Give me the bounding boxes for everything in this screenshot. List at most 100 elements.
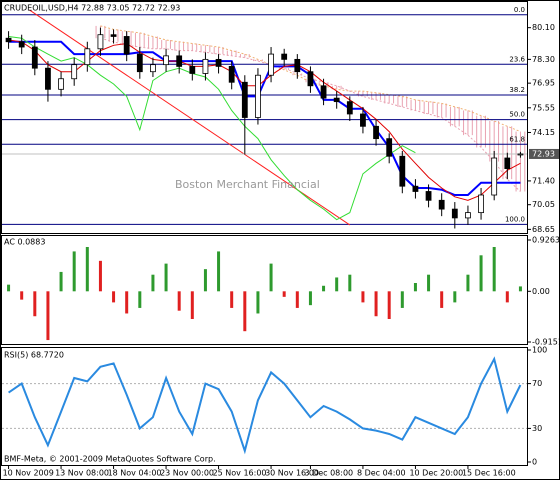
candle-body	[31, 46, 38, 69]
ac-bar	[151, 274, 155, 292]
ac-bar	[138, 291, 142, 308]
x-tick-label: 3 Dec 08:00	[304, 469, 353, 478]
candle-body	[241, 81, 248, 118]
ac-bar	[518, 286, 522, 292]
candle-body	[255, 74, 261, 118]
y-tick-label: 71.40	[532, 176, 555, 185]
candle-body	[5, 37, 12, 43]
candle-body	[360, 113, 366, 127]
ac-bar	[59, 271, 63, 292]
candle-body	[176, 55, 183, 67]
ac-bar	[308, 291, 312, 306]
fib-label: 100.0	[505, 215, 525, 223]
candle-body	[491, 157, 498, 196]
ac-bar	[190, 291, 194, 320]
y-tick-label: 75.55	[532, 103, 555, 112]
ac-bar	[72, 251, 76, 292]
candle-body	[189, 66, 196, 74]
candle-body	[45, 67, 51, 90]
fib-label: 38.2	[509, 86, 525, 94]
chart-title: CRUDEOIL,USD,H4 72.88 73.05 72.72 72.93	[4, 4, 180, 13]
ac-bar	[46, 291, 50, 341]
fib-label: 0.0	[514, 6, 525, 14]
x-tick-label: 15 Dec 16:00	[462, 469, 516, 478]
ac-bar	[243, 291, 247, 332]
indicator-line	[8, 40, 521, 196]
ac-bar	[295, 291, 299, 308]
candle-body	[202, 58, 209, 74]
candle-body	[150, 64, 156, 73]
rsi-panel	[1, 347, 528, 466]
fib-label: 61.8	[509, 135, 525, 143]
x-tick-label: 13 Nov 08:00	[55, 469, 109, 478]
ac-bar	[230, 291, 234, 308]
indicator-line	[8, 36, 416, 221]
candle-body	[504, 157, 511, 169]
ac-bar	[413, 283, 417, 292]
ac-bar	[112, 291, 116, 303]
ac-bar	[98, 260, 102, 292]
candle-body	[412, 185, 419, 192]
y-tick-label: 0.00	[532, 287, 550, 296]
candle-body	[163, 55, 169, 66]
candle-body	[58, 78, 64, 90]
y-tick-label: 68.65	[532, 225, 555, 234]
candle-body	[294, 58, 301, 73]
candle-body	[97, 34, 104, 50]
candle-body	[268, 53, 274, 76]
candle-body	[110, 34, 117, 37]
ac-bar	[335, 277, 339, 292]
ac-bar	[479, 255, 483, 292]
y-tick-label: 74.15	[532, 128, 555, 137]
candle-body	[399, 155, 406, 187]
ac-bar	[85, 246, 89, 292]
candle-body	[333, 97, 340, 103]
rsi-plot	[2, 356, 527, 455]
candle-body	[307, 71, 314, 87]
candle-body	[71, 64, 78, 80]
ac-bar	[427, 274, 431, 292]
x-tick-label: 18 Nov 04:00	[108, 469, 162, 478]
main-panel	[1, 1, 528, 234]
y-tick-label: 80.10	[532, 23, 555, 32]
y-tick-label: 78.30	[532, 55, 555, 64]
candle-body	[123, 36, 130, 55]
ac-bar	[466, 274, 470, 292]
y-tick-label: 70.05	[532, 200, 555, 209]
ac-bar	[282, 291, 286, 297]
x-tick-label: 30 Nov 16:00	[265, 469, 319, 478]
candle-body	[228, 66, 235, 83]
candle-body	[373, 125, 379, 140]
indicator-line	[8, 39, 521, 201]
copyright: BMF-Meta, © 2001-2009 MetaQuotes Softwar…	[4, 455, 216, 464]
rsi-title: RSI(5) 68.7720	[4, 351, 64, 360]
ac-bar	[256, 291, 260, 314]
y-tick-label: -0.9151	[532, 338, 560, 347]
ac-panel	[1, 235, 528, 345]
ac-bar	[322, 285, 326, 292]
ac-bar	[164, 263, 168, 292]
candle-body	[320, 85, 327, 99]
x-tick-label: 25 Nov 16:00	[213, 469, 267, 478]
ac-plot	[7, 246, 522, 341]
y-tick-label: 70	[532, 379, 542, 388]
cloud-span-a	[100, 25, 521, 133]
y-tick-label: 0	[532, 458, 537, 467]
x-tick-label: 8 Dec 04:00	[357, 469, 406, 478]
main-plot: 0.0 23.6 38.2 50.0 61.8 100.0	[2, 6, 527, 229]
y-tick-label: 0.9263	[532, 236, 560, 245]
candle-body	[465, 212, 471, 219]
candle-body	[478, 194, 484, 214]
candle-body	[438, 199, 445, 210]
last-price-box	[529, 148, 559, 159]
ac-bar	[440, 291, 444, 308]
last-price-label: 72.93	[532, 149, 555, 158]
x-tick-label: 10 Dec 20:00	[409, 469, 463, 478]
ac-bar	[203, 269, 207, 292]
candle-body	[425, 191, 432, 201]
ac-bar	[7, 284, 11, 292]
y-tick-label: 76.95	[532, 79, 555, 88]
fib-label: 23.6	[509, 55, 525, 63]
x-tick-label: 10 Nov 2009	[3, 469, 54, 478]
